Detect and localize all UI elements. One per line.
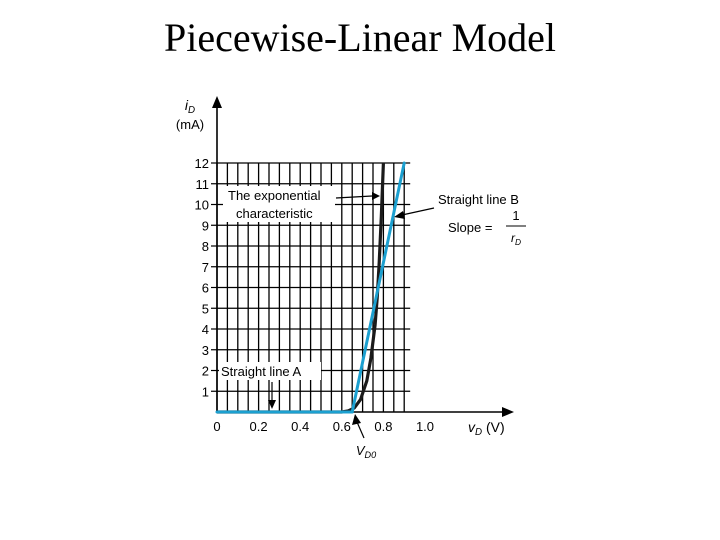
x-axis-arrow [502, 407, 514, 417]
y-tick-label: 11 [196, 177, 210, 192]
exponential-arrow-head [372, 192, 380, 200]
y-axis-arrow [212, 96, 222, 108]
y-tick-label: 4 [202, 322, 209, 337]
straight-line-B [350, 161, 406, 414]
straight-line-a-label: Straight line A [221, 364, 302, 379]
slide-title: Piecewise-Linear Model [163, 15, 557, 60]
y-axis-unit: (mA) [176, 117, 204, 132]
y-tick-label: 6 [202, 281, 209, 296]
exponential-label-bg [223, 186, 335, 222]
x-tick-label: 1.0 [416, 419, 434, 434]
exponential-label-line2: characteristic [236, 206, 313, 221]
y-tick-label: 8 [202, 239, 209, 254]
x-tick-label: 0.2 [250, 419, 268, 434]
curves [215, 161, 406, 414]
exponential-arrow-line [335, 195, 373, 199]
exponential-label-line1: The exponential [228, 188, 321, 203]
y-tick-label: 1 [202, 384, 209, 399]
line-b-arrow-head [394, 211, 405, 219]
straight-line-b-label: Straight line B [438, 192, 519, 207]
y-tick-label: 12 [195, 156, 209, 171]
y-tick-label: 9 [202, 218, 209, 233]
y-axis-label: iD [185, 97, 195, 116]
y-tick-label: 3 [202, 343, 209, 358]
line-a-arrow-head [268, 400, 276, 409]
labels: iD(mA) vD (V) The exponential characteristi… [176, 97, 526, 460]
vd0-arrow-head [352, 414, 361, 425]
y-tick-label: 5 [202, 301, 209, 316]
x-axis-label: vD (V) [468, 419, 505, 438]
x-tick-label: 0.8 [374, 419, 392, 434]
vd0-label: VD0 [356, 443, 376, 460]
line-b-arrow-line [401, 207, 435, 216]
slope-label: Slope = [448, 220, 492, 235]
vd0-arrow-line [356, 421, 365, 439]
y-tick-label: 10 [195, 198, 209, 213]
x-tick-label: 0.4 [291, 419, 309, 434]
y-tick-label: 7 [202, 260, 209, 275]
x-tick-label: 0 [213, 419, 220, 434]
slope-denominator: rD [511, 231, 521, 247]
slope-numerator: 1 [512, 208, 519, 223]
y-tick-label: 2 [202, 364, 209, 379]
x-tick-label: 0.6 [333, 419, 351, 434]
line-a-label-bg [219, 362, 321, 380]
